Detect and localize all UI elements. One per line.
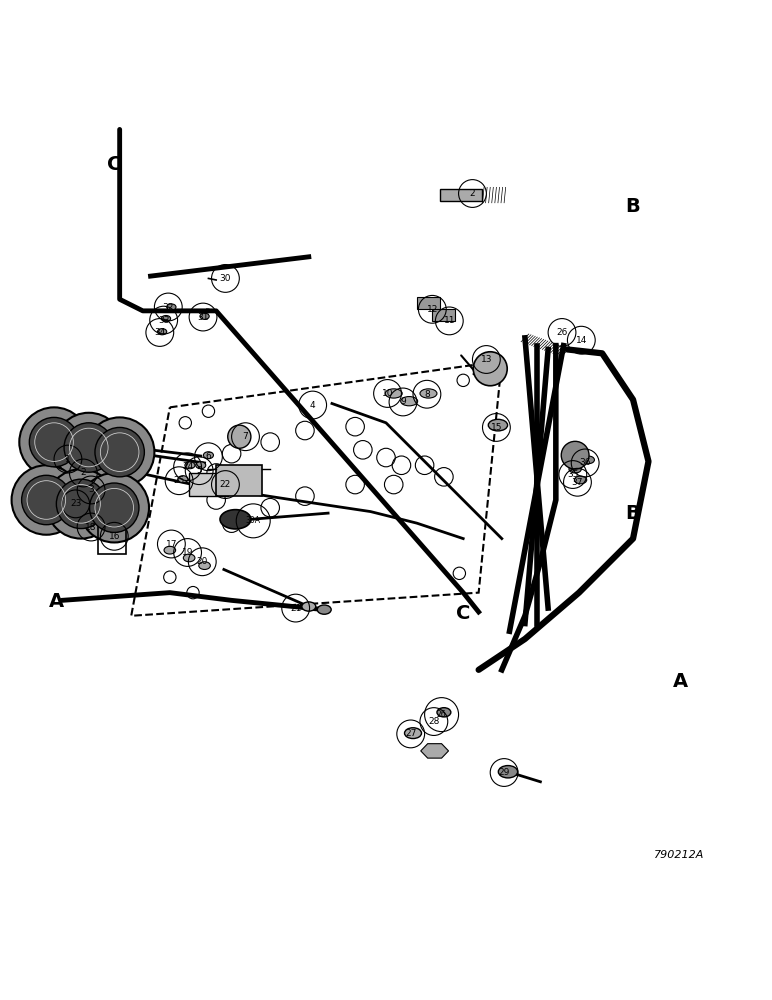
Text: 9: 9 xyxy=(400,397,406,406)
Text: 21: 21 xyxy=(290,604,301,613)
Ellipse shape xyxy=(437,708,451,717)
Text: B: B xyxy=(625,504,641,523)
Text: 790212A: 790212A xyxy=(654,850,705,860)
Text: 12: 12 xyxy=(427,305,438,314)
Text: 23: 23 xyxy=(70,499,81,508)
Text: 17: 17 xyxy=(166,540,177,549)
Circle shape xyxy=(64,423,113,472)
Bar xyxy=(216,465,262,496)
Ellipse shape xyxy=(405,728,422,739)
Text: 28: 28 xyxy=(428,717,439,726)
Bar xyxy=(440,189,482,201)
Text: C: C xyxy=(456,604,470,623)
Text: 20: 20 xyxy=(197,557,208,566)
Text: 27: 27 xyxy=(405,729,416,738)
Circle shape xyxy=(95,427,144,477)
Ellipse shape xyxy=(582,456,594,464)
Text: 10: 10 xyxy=(382,389,393,398)
Ellipse shape xyxy=(317,605,331,614)
Text: 37: 37 xyxy=(572,478,583,487)
Text: 33: 33 xyxy=(158,316,169,325)
Text: 30: 30 xyxy=(220,274,231,283)
Text: 25: 25 xyxy=(174,476,185,485)
Ellipse shape xyxy=(164,546,175,554)
Ellipse shape xyxy=(203,452,213,459)
Text: 6: 6 xyxy=(205,452,212,461)
Ellipse shape xyxy=(185,462,195,469)
Circle shape xyxy=(22,475,71,525)
Bar xyxy=(189,473,228,496)
Ellipse shape xyxy=(199,562,210,569)
Ellipse shape xyxy=(157,329,167,335)
Text: 18: 18 xyxy=(86,523,96,532)
Text: 30A: 30A xyxy=(245,516,261,525)
Text: 2: 2 xyxy=(469,189,476,198)
Ellipse shape xyxy=(167,304,176,310)
Text: 15: 15 xyxy=(491,423,502,432)
Text: A: A xyxy=(49,592,64,611)
Text: 1: 1 xyxy=(65,455,71,464)
Ellipse shape xyxy=(178,476,188,483)
Text: 13: 13 xyxy=(481,355,492,364)
Ellipse shape xyxy=(488,419,508,431)
Ellipse shape xyxy=(385,389,402,398)
Text: 14: 14 xyxy=(576,336,587,345)
Ellipse shape xyxy=(401,397,418,406)
Circle shape xyxy=(561,441,589,469)
Text: 7: 7 xyxy=(242,432,249,441)
Text: 4: 4 xyxy=(310,401,316,410)
Text: A: A xyxy=(673,672,689,691)
Circle shape xyxy=(56,479,106,529)
Bar xyxy=(432,309,455,321)
Text: 8: 8 xyxy=(424,390,430,399)
Ellipse shape xyxy=(220,510,251,529)
Ellipse shape xyxy=(302,602,316,611)
Text: 11: 11 xyxy=(444,316,455,325)
Text: 34: 34 xyxy=(154,328,165,337)
Text: B: B xyxy=(625,197,641,216)
Circle shape xyxy=(46,469,116,539)
Circle shape xyxy=(473,352,507,386)
Bar xyxy=(417,297,440,309)
Circle shape xyxy=(80,473,149,542)
Text: 5: 5 xyxy=(196,466,202,475)
Circle shape xyxy=(90,483,139,532)
Ellipse shape xyxy=(183,554,195,562)
Ellipse shape xyxy=(161,315,171,322)
Ellipse shape xyxy=(569,465,581,473)
Ellipse shape xyxy=(574,476,587,484)
Circle shape xyxy=(228,425,251,448)
Text: 2: 2 xyxy=(80,468,86,477)
Ellipse shape xyxy=(420,389,437,398)
Text: 3: 3 xyxy=(88,485,94,494)
Text: 36: 36 xyxy=(580,458,591,467)
Circle shape xyxy=(85,417,154,487)
Text: 35: 35 xyxy=(567,470,578,479)
Text: 26: 26 xyxy=(557,328,567,337)
Polygon shape xyxy=(421,744,449,758)
Text: 24: 24 xyxy=(182,462,193,471)
Circle shape xyxy=(54,413,124,482)
Text: 29: 29 xyxy=(499,768,510,777)
Text: 22: 22 xyxy=(220,480,231,489)
Text: 16: 16 xyxy=(109,532,120,541)
Text: 19: 19 xyxy=(182,548,193,557)
Ellipse shape xyxy=(499,766,517,778)
Circle shape xyxy=(29,417,79,467)
Text: 26: 26 xyxy=(437,710,446,719)
Text: C: C xyxy=(107,155,121,174)
Ellipse shape xyxy=(195,462,205,469)
Ellipse shape xyxy=(200,313,209,319)
Circle shape xyxy=(19,407,89,477)
Text: 32: 32 xyxy=(163,303,174,312)
Text: 31: 31 xyxy=(198,313,208,322)
Circle shape xyxy=(12,465,81,535)
